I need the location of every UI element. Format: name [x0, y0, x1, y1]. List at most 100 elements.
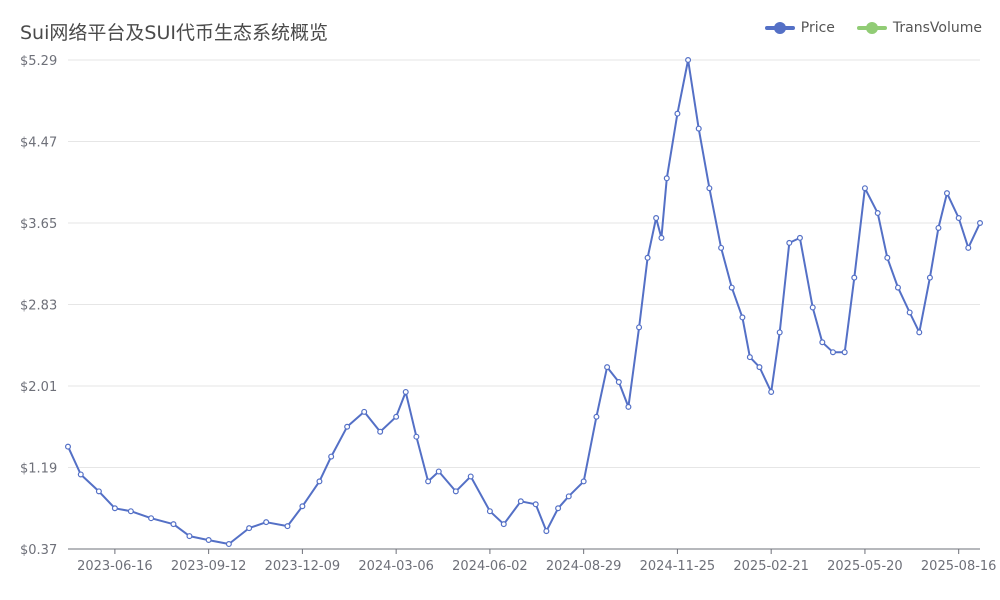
data-point: [344, 423, 351, 430]
data-point: [316, 478, 323, 485]
x-tick-label: 2025-08-16: [921, 559, 997, 574]
data-point: [186, 533, 193, 540]
y-tick-label: $5.29: [20, 54, 57, 69]
data-point: [604, 364, 611, 371]
data-point: [593, 413, 600, 420]
data-point: [841, 349, 848, 356]
data-point: [625, 403, 632, 410]
data-point: [851, 274, 858, 281]
data-point: [170, 521, 177, 528]
y-tick-label: $4.47: [20, 136, 57, 151]
y-tick-label: $0.37: [20, 543, 57, 558]
data-point: [786, 239, 793, 246]
data-point: [77, 471, 84, 478]
data-point: [402, 388, 409, 395]
data-point: [658, 234, 665, 241]
y-tick-label: $2.01: [20, 380, 57, 395]
data-point: [452, 488, 459, 495]
data-point: [435, 468, 442, 475]
data-point: [916, 329, 923, 336]
data-point: [148, 515, 155, 522]
data-point: [467, 473, 474, 480]
data-point: [543, 528, 550, 535]
data-point: [565, 493, 572, 500]
legend-item-transvolume[interactable]: TransVolume: [856, 20, 982, 36]
x-tick-label: 2023-12-09: [265, 559, 341, 574]
x-tick-label: 2023-09-12: [171, 559, 247, 574]
legend-item-price[interactable]: Price: [764, 20, 835, 36]
x-tick-label: 2024-03-06: [358, 559, 434, 574]
x-tick-label: 2023-06-16: [77, 559, 153, 574]
x-tick-label: 2025-02-21: [733, 559, 809, 574]
y-tick-label: $1.19: [20, 462, 57, 477]
data-point: [695, 125, 702, 132]
data-point: [874, 210, 881, 217]
data-point: [718, 244, 725, 251]
data-point: [615, 379, 622, 386]
data-point: [263, 519, 270, 526]
data-point: [926, 274, 933, 281]
series-line-price: [67, 59, 981, 545]
data-point: [555, 505, 562, 512]
data-point: [111, 505, 118, 512]
y-tick-label: $2.83: [20, 299, 57, 314]
data-point: [906, 309, 913, 316]
grid-lines: [68, 59, 980, 550]
series-layer: [64, 56, 983, 548]
data-point: [776, 329, 783, 336]
x-tick-label: 2024-08-29: [546, 559, 622, 574]
data-point: [894, 284, 901, 291]
data-point: [500, 521, 507, 528]
data-point: [361, 408, 368, 415]
data-point: [819, 339, 826, 346]
data-point: [205, 537, 212, 544]
data-point: [246, 525, 253, 532]
x-axis: 2023-06-16 2023-09-12 2023-12-09 2024-03-06…: [68, 548, 997, 574]
data-point: [486, 508, 493, 515]
data-point: [746, 354, 753, 361]
data-point: [976, 220, 983, 227]
data-point: [127, 508, 134, 515]
data-point: [935, 224, 942, 231]
data-point: [884, 254, 891, 261]
x-tick-label: 2024-06-02: [452, 559, 528, 574]
legend-transvolume-swatch: [856, 22, 887, 34]
data-point: [663, 175, 670, 182]
data-point: [517, 498, 524, 505]
x-tick-label: 2024-11-25: [640, 559, 716, 574]
data-point: [425, 478, 432, 485]
data-point: [768, 388, 775, 395]
data-point: [532, 501, 539, 508]
legend-price-label: Price: [800, 20, 835, 36]
data-point: [739, 314, 746, 321]
data-point: [95, 488, 102, 495]
data-point: [580, 478, 587, 485]
data-point: [943, 190, 950, 197]
data-point: [674, 110, 681, 117]
data-point: [706, 185, 713, 192]
y-axis: $0.37 $1.19 $2.01 $2.83 $3.65 $4.47 $5.29: [20, 54, 57, 558]
data-point: [393, 413, 400, 420]
data-point: [829, 349, 836, 356]
x-tick-label: 2025-05-20: [827, 559, 903, 574]
data-point: [965, 244, 972, 251]
legend: Price TransVolume: [764, 20, 982, 36]
data-point: [636, 324, 643, 331]
data-point: [377, 428, 384, 435]
data-point: [861, 185, 868, 192]
data-point: [685, 56, 692, 63]
legend-transvolume-label: TransVolume: [892, 20, 982, 36]
data-point: [728, 284, 735, 291]
y-tick-label: $3.65: [20, 217, 57, 232]
data-point: [64, 443, 71, 450]
data-point: [809, 304, 816, 311]
data-point: [328, 453, 335, 460]
data-point: [644, 254, 651, 261]
data-point: [413, 433, 420, 440]
data-point: [225, 541, 232, 548]
data-point: [284, 523, 291, 530]
chart-title: Sui网络平台及SUI代币生态系统概览: [20, 22, 328, 44]
legend-price-swatch: [764, 22, 795, 34]
data-point: [796, 234, 803, 241]
